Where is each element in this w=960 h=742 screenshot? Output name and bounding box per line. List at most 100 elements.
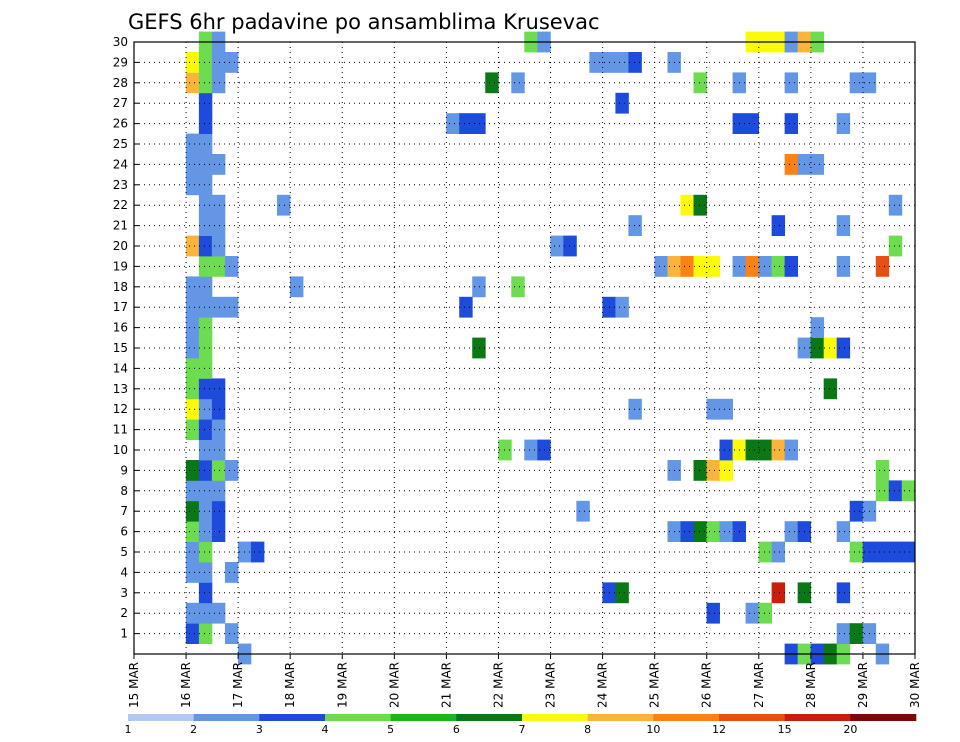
y-tick-label: 17 [113,300,128,314]
heatmap-cell [185,72,200,94]
heatmap-cell [576,500,590,522]
colorbar-label: 1 [125,723,132,736]
colorbar-segment [128,714,194,721]
heatmap-cell [224,256,239,277]
x-tick-label: 26 MAR [700,662,714,708]
heatmap-cell [745,113,759,134]
y-tick-label: 25 [113,137,128,151]
heatmap-cell [224,296,239,318]
heatmap-cell [459,113,473,134]
y-tick-label: 29 [113,55,128,69]
heatmap-cell [693,72,707,94]
y-tick-label: 10 [113,443,128,457]
heatmap-cell [276,194,291,216]
heatmap-cell [185,154,200,175]
heatmap-cell [693,521,707,542]
heatmap-cell [784,521,799,542]
heatmap-cell [849,500,864,522]
heatmap-cell [198,521,213,542]
heatmap-cell [211,235,226,257]
heatmap-cell [472,337,486,359]
colorbar-label: 5 [387,723,394,736]
heatmap-cell [680,194,694,216]
heatmap-cell [706,602,720,624]
y-tick-label: 18 [113,280,128,294]
y-tick-label: 1 [120,627,128,641]
colorbar-segment [719,714,785,721]
heatmap-cell [771,541,786,563]
y-tick-label: 15 [113,341,128,355]
heatmap-cell [719,398,733,420]
heatmap-cell [888,480,903,502]
heatmap-cell [719,521,733,542]
heatmap-cell [888,235,903,257]
heatmap-cell [185,398,200,420]
heatmap-cell [198,174,213,196]
x-tick-label: 25 MAR [648,662,662,708]
y-tick-label: 13 [113,382,128,396]
heatmap-cell [563,235,577,257]
heatmap-cell [185,541,200,563]
heatmap-cell [185,337,200,359]
heatmap-cell [211,194,226,216]
colorbar-segment [653,714,720,721]
heatmap-cell [185,521,200,542]
heatmap-cell [771,582,786,604]
heatmap-cell [198,154,213,175]
y-tick-label: 30 [113,35,128,49]
colorbar-label: 12 [712,723,726,736]
heatmap-cell [836,113,851,134]
heatmap-cell [654,256,668,277]
heatmap-cell [888,194,903,216]
heatmap-cell [472,113,486,134]
x-tick-label: 17 MAR [231,662,245,708]
colorbar-segment [522,714,588,721]
x-tick-label: 16 MAR [179,662,193,708]
heatmap-cell [250,541,265,563]
heatmap-cell [185,174,200,196]
y-tick-label: 16 [113,321,128,335]
heatmap-cell [198,317,213,338]
colorbar-label: 20 [843,723,857,736]
heatmap-cell [224,460,239,481]
heatmap-cell [693,460,707,481]
heatmap-cell [550,235,564,257]
y-tick-label: 9 [120,463,128,477]
heatmap-cell [198,215,213,236]
heatmap-cell [875,541,890,563]
heatmap-cell [185,500,200,522]
heatmap-cell [836,256,851,277]
grid-lines [134,41,915,654]
heatmap-cell [224,623,239,644]
heatmap-cell [290,276,304,298]
x-tick-label: 20 MAR [387,662,401,708]
heatmap-cell [185,562,200,583]
y-tick-label: 27 [113,96,128,110]
heatmap-cell [758,541,773,563]
heatmap-cell [446,113,460,134]
heatmap-cell [836,215,851,236]
heatmap-cell [615,52,629,73]
heatmap-cell [185,480,200,502]
y-tick-label: 4 [120,565,128,579]
colorbar-label: 4 [322,723,329,736]
heatmap-cell [198,623,213,644]
heatmap-cell [849,623,864,644]
colorbar-segment [193,714,260,721]
heatmap-cell [185,378,200,400]
heatmap-cell [185,358,200,379]
heatmap-cell [198,235,213,257]
heatmap-cell [185,133,200,155]
heatmap-cell [198,276,213,298]
heatmap-cell [628,52,642,73]
heatmap-cell [198,72,213,94]
heatmap-cell [875,460,890,481]
heatmap-cell [719,460,733,481]
colorbar-label: 3 [256,723,263,736]
colorbar-segment [325,714,391,721]
heatmap-cell [211,460,226,481]
heatmap-cell [198,562,213,583]
y-tick-label: 28 [113,76,128,90]
heatmap-cell [198,358,213,379]
heatmap-cell [211,439,226,461]
